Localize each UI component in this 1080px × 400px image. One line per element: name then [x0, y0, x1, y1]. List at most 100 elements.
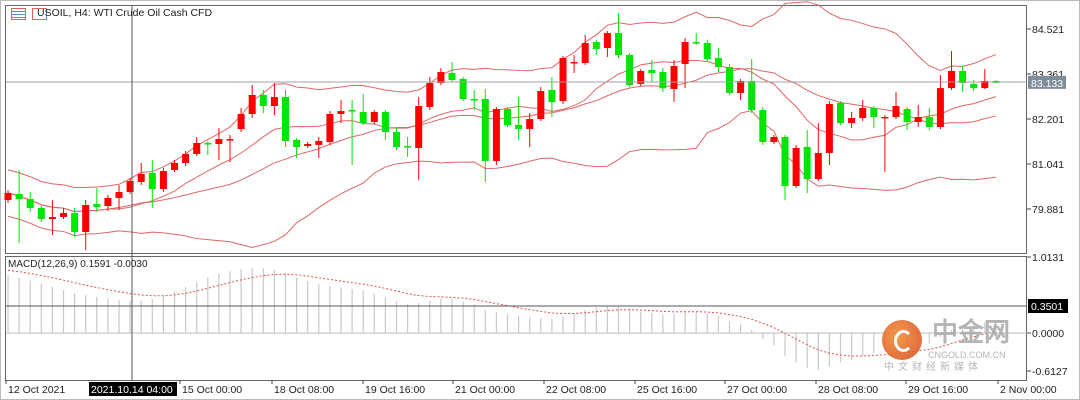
candle — [193, 137, 201, 157]
time-tick-label: 29 Oct 16:00 — [908, 384, 968, 396]
candle — [82, 200, 90, 250]
candle-body — [370, 111, 378, 122]
candle — [237, 107, 245, 133]
macd-tick-label: 0.0000 — [1032, 328, 1064, 340]
crosshair-time-tag — [89, 382, 177, 396]
candle-body — [381, 111, 389, 133]
bb-lower-line — [7, 110, 996, 248]
candle-body — [659, 71, 667, 89]
chart-title-icons — [11, 8, 47, 20]
candle — [792, 144, 800, 189]
candle-body — [137, 174, 145, 183]
candles — [4, 12, 1000, 250]
bb-middle-line — [7, 68, 997, 213]
watermark-brand-cn: 中金网 — [932, 318, 1011, 348]
price-tick-label: 81.041 — [1032, 159, 1064, 171]
time-tick-label: 18 Oct 08:00 — [274, 384, 334, 396]
candle-body — [492, 108, 500, 161]
candle-body — [337, 111, 345, 115]
candle-body — [237, 114, 245, 130]
candle-body — [393, 132, 400, 148]
candle — [925, 107, 933, 130]
candle — [71, 207, 79, 238]
candle — [615, 12, 622, 58]
candle-body — [148, 173, 156, 189]
candle — [393, 126, 400, 150]
candle — [159, 167, 167, 193]
candle-body — [437, 71, 445, 84]
candle — [93, 188, 101, 212]
time-tick-label: 15 Oct 00:00 — [182, 384, 242, 396]
candle — [737, 79, 745, 100]
candle — [948, 51, 955, 90]
candle — [581, 34, 589, 66]
candle-body — [93, 203, 101, 208]
macd-tick-label: 1.0131 — [1032, 252, 1064, 264]
candle-body — [737, 80, 745, 93]
candle — [370, 110, 378, 125]
candle-body — [936, 88, 944, 127]
bid-price-tag — [1028, 75, 1066, 89]
candle-body — [537, 91, 545, 120]
candle-body — [470, 98, 478, 101]
candle-body — [426, 83, 434, 107]
candle — [659, 67, 667, 93]
main-chart-pane[interactable] — [5, 5, 1027, 254]
candle — [504, 106, 511, 127]
crosshair-value-label: 0.3501 — [1031, 301, 1063, 313]
candle — [914, 105, 922, 127]
candle-body — [204, 143, 212, 145]
candle-body — [726, 66, 733, 93]
candle-body — [293, 139, 301, 148]
time-tick-label: 21 Oct 00:00 — [455, 384, 515, 396]
candle-body — [548, 89, 556, 103]
candle-body — [359, 111, 367, 124]
candle — [259, 89, 267, 113]
candle-body — [4, 193, 12, 200]
candle — [226, 134, 234, 162]
price-tick-label: 79.881 — [1032, 204, 1064, 216]
candle — [881, 115, 889, 172]
chart-template-icon[interactable] — [32, 8, 47, 20]
price-tick-label: 84.521 — [1032, 24, 1064, 36]
candle — [592, 40, 600, 56]
candle-body — [903, 108, 911, 122]
candle-body — [714, 57, 722, 67]
crosshair-time-label: 2021.10.14 04:00 — [91, 384, 173, 396]
macd-pane[interactable] — [5, 256, 1027, 381]
candle — [670, 60, 678, 103]
candle — [326, 111, 334, 145]
crosshair-value-tag — [1028, 299, 1068, 313]
time-tick-label: 2 Nov 00:00 — [1000, 384, 1057, 396]
candle — [204, 141, 212, 156]
candle-body — [504, 108, 511, 125]
candle — [137, 162, 145, 185]
candle — [825, 101, 833, 166]
chart-list-icon[interactable] — [11, 8, 26, 20]
candle — [548, 76, 556, 117]
candle — [26, 192, 34, 212]
candle-body — [892, 106, 900, 117]
candle-body — [71, 212, 79, 233]
time-tick-label: 12 Oct 2021 — [8, 384, 65, 396]
candle — [936, 75, 944, 130]
candle-body — [448, 73, 456, 80]
candle-body — [326, 114, 334, 143]
bid-price-label: 83.133 — [1031, 78, 1063, 90]
candle — [526, 112, 534, 148]
candle — [759, 106, 767, 145]
candle — [714, 48, 722, 72]
candle-body — [748, 80, 756, 111]
candle — [470, 89, 478, 111]
candle-body — [925, 116, 933, 127]
candle — [60, 207, 67, 220]
candle — [515, 97, 523, 140]
candle-body — [814, 152, 822, 180]
candle — [48, 200, 56, 235]
candle — [626, 52, 634, 88]
candle — [648, 60, 656, 83]
candle-body — [837, 102, 844, 124]
candle-body — [870, 107, 878, 117]
candle-body — [404, 146, 412, 148]
